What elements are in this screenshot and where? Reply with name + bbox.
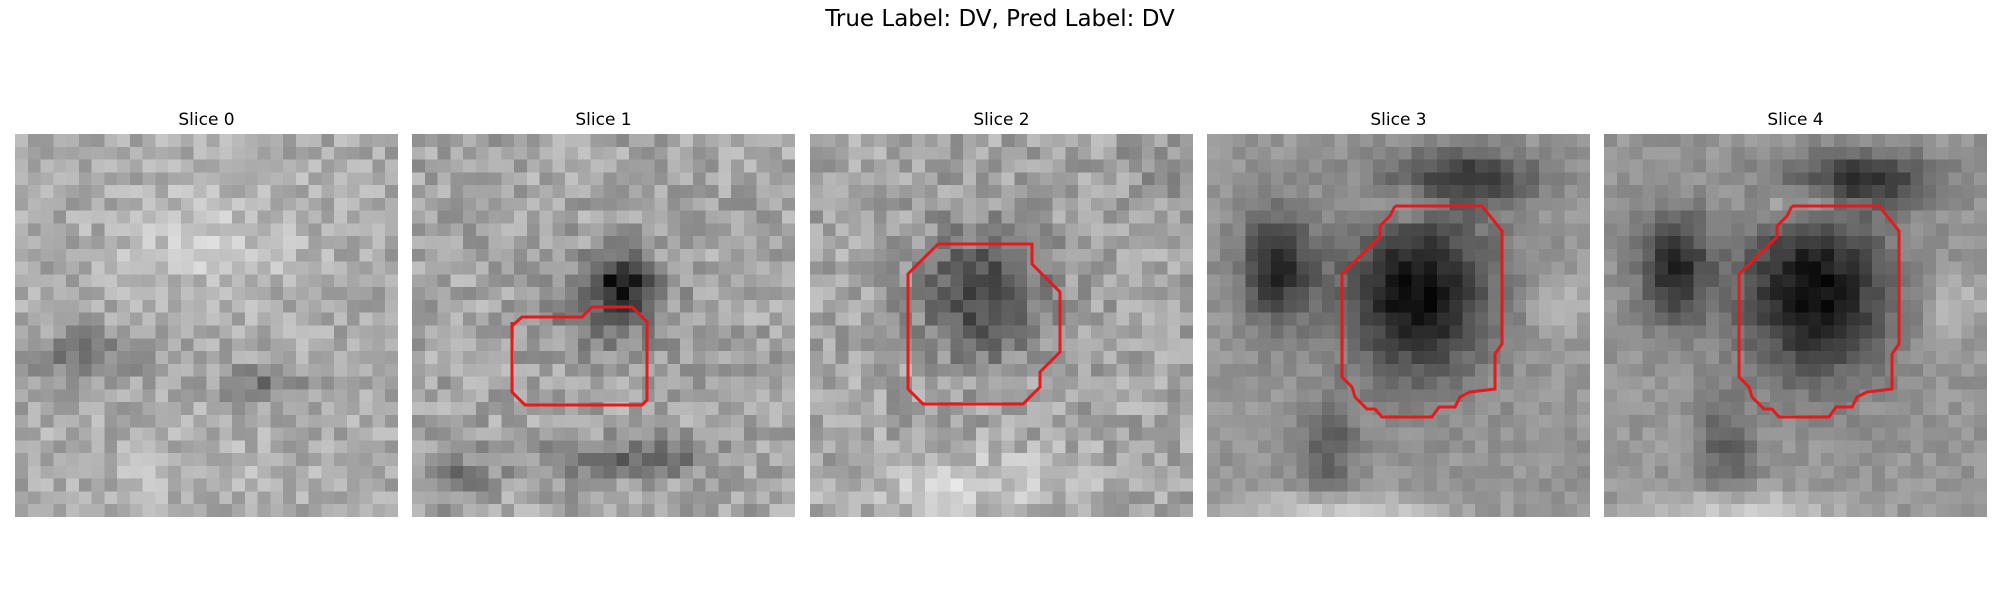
figure-title: True Label: DV, Pred Label: DV	[825, 6, 1175, 32]
contour-overlay	[1340, 204, 1504, 419]
grayscale-image	[15, 134, 398, 517]
contour-overlay	[510, 305, 649, 407]
mri-slice-image	[15, 134, 398, 517]
slice-title: Slice 3	[1370, 110, 1427, 130]
mri-slice-image	[1207, 134, 1590, 517]
grayscale-image	[412, 134, 795, 517]
segmentation-contour	[1340, 204, 1504, 419]
mri-slice-image	[1604, 134, 1987, 517]
grayscale-image	[810, 134, 1193, 517]
slice-title: Slice 0	[178, 110, 235, 130]
slice-title: Slice 1	[575, 110, 632, 130]
contour-overlay	[1737, 204, 1901, 419]
grayscale-image	[1604, 134, 1987, 517]
segmentation-contour	[510, 305, 649, 407]
mri-slice-image	[810, 134, 1193, 517]
slice-title: Slice 2	[973, 110, 1030, 130]
segmentation-contour	[906, 242, 1062, 406]
contour-overlay	[906, 242, 1062, 406]
slice-title: Slice 4	[1767, 110, 1824, 130]
segmentation-contour	[1737, 204, 1901, 419]
grayscale-image	[1207, 134, 1590, 517]
mri-slice-image	[412, 134, 795, 517]
